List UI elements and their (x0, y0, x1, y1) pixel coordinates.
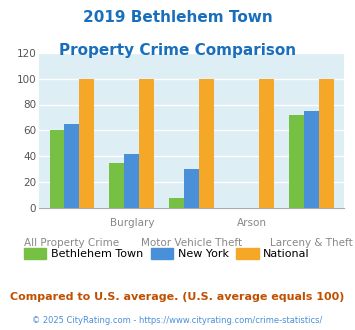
Text: All Property Crime: All Property Crime (24, 238, 120, 248)
Text: Motor Vehicle Theft: Motor Vehicle Theft (141, 238, 242, 248)
Bar (65, 124, 80, 208)
Bar (169, 198, 184, 208)
Bar (259, 79, 274, 208)
Bar (289, 115, 304, 208)
Bar (124, 154, 139, 208)
Text: Property Crime Comparison: Property Crime Comparison (59, 43, 296, 58)
Text: Larceny & Theft: Larceny & Theft (270, 238, 353, 248)
Text: Compared to U.S. average. (U.S. average equals 100): Compared to U.S. average. (U.S. average … (10, 292, 345, 302)
Text: 2019 Bethlehem Town: 2019 Bethlehem Town (83, 10, 272, 25)
Bar (109, 163, 124, 208)
Text: Arson: Arson (236, 218, 267, 228)
Text: Burglary: Burglary (110, 218, 154, 228)
Text: © 2025 CityRating.com - https://www.cityrating.com/crime-statistics/: © 2025 CityRating.com - https://www.city… (32, 316, 323, 325)
Bar (50, 130, 65, 208)
Bar (80, 79, 94, 208)
Legend: Bethlehem Town, New York, National: Bethlehem Town, New York, National (20, 244, 314, 263)
Bar (304, 111, 319, 208)
Bar (139, 79, 154, 208)
Bar (319, 79, 334, 208)
Bar (184, 169, 199, 208)
Bar (199, 79, 214, 208)
